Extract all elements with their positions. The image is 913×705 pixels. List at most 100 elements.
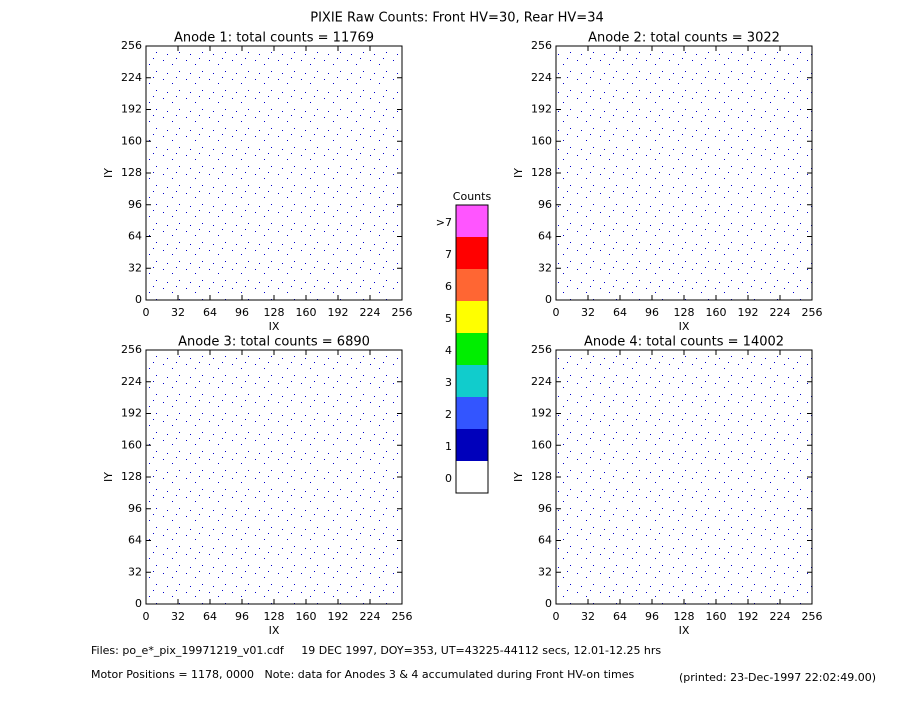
x-tick-label: 32 [171, 306, 185, 319]
x-tick-label: 0 [553, 610, 560, 623]
x-tick-label: 128 [264, 306, 285, 319]
x-tick-label: 0 [553, 306, 560, 319]
colorbar-label: 0 [445, 472, 452, 485]
y-tick-label: 224 [531, 375, 552, 388]
y-tick-label: 256 [121, 39, 142, 52]
x-tick-label: 64 [203, 306, 217, 319]
y-tick-label: 0 [545, 293, 552, 306]
x-tick-label: 192 [738, 610, 759, 623]
x-tick-label: 96 [235, 306, 249, 319]
colorbar-swatch [456, 461, 488, 493]
x-tick-label: 160 [706, 306, 727, 319]
y-tick-label: 32 [128, 565, 142, 578]
colorbar-swatch [456, 301, 488, 333]
colorbar-swatch [456, 429, 488, 461]
colorbar-label: 4 [445, 344, 452, 357]
x-axis-label: IX [269, 320, 280, 333]
colorbar-label: 5 [445, 312, 452, 325]
colorbar-label: 6 [445, 280, 452, 293]
panel-title: Anode 2: total counts = 3022 [588, 31, 780, 46]
y-tick-label: 224 [121, 375, 142, 388]
x-tick-label: 128 [674, 610, 695, 623]
x-tick-label: 32 [171, 610, 185, 623]
x-tick-label: 96 [235, 610, 249, 623]
motor-note: Motor Positions = 1178, 0000 Note: data … [91, 668, 634, 681]
y-tick-label: 256 [531, 343, 552, 356]
y-tick-label: 192 [121, 407, 142, 420]
count-texture [146, 350, 402, 604]
x-tick-label: 0 [143, 306, 150, 319]
y-tick-label: 64 [538, 534, 552, 547]
y-tick-label: 160 [531, 134, 552, 147]
x-tick-label: 160 [296, 610, 317, 623]
y-tick-label: 224 [531, 71, 552, 84]
x-axis-label: IX [679, 320, 690, 333]
x-axis-label: IX [269, 624, 280, 637]
y-tick-label: 256 [531, 39, 552, 52]
panel-title: Anode 1: total counts = 11769 [174, 31, 374, 46]
y-tick-label: 32 [538, 261, 552, 274]
y-tick-label: 128 [121, 166, 142, 179]
x-axis-label: IX [679, 624, 690, 637]
x-tick-label: 32 [581, 610, 595, 623]
y-tick-label: 160 [531, 438, 552, 451]
x-tick-label: 192 [328, 306, 349, 319]
x-tick-label: 224 [360, 306, 381, 319]
y-tick-label: 192 [531, 103, 552, 116]
y-tick-label: 256 [121, 343, 142, 356]
y-axis-label: IY [102, 168, 115, 178]
y-tick-label: 96 [128, 198, 142, 211]
colorbar-swatch [456, 237, 488, 269]
x-tick-label: 192 [738, 306, 759, 319]
printed-note: (printed: 23-Dec-1997 22:02:49.00) [679, 671, 876, 684]
x-tick-label: 128 [264, 610, 285, 623]
y-tick-label: 0 [545, 597, 552, 610]
count-texture [146, 46, 402, 300]
y-tick-label: 32 [538, 565, 552, 578]
x-tick-label: 96 [645, 306, 659, 319]
x-tick-label: 128 [674, 306, 695, 319]
y-tick-label: 96 [128, 502, 142, 515]
y-axis-label: IY [512, 168, 525, 178]
x-tick-label: 256 [392, 610, 413, 623]
colorbar-title: Counts [453, 190, 492, 203]
colorbar-swatch [456, 269, 488, 301]
colorbar-swatch [456, 397, 488, 429]
y-tick-label: 64 [128, 230, 142, 243]
count-texture [556, 350, 812, 604]
colorbar-label: 1 [445, 440, 452, 453]
panel-title: Anode 4: total counts = 14002 [584, 335, 784, 350]
colorbar-swatch [456, 365, 488, 397]
y-tick-label: 0 [135, 293, 142, 306]
x-tick-label: 64 [613, 306, 627, 319]
x-tick-label: 160 [296, 306, 317, 319]
colorbar-label: >7 [436, 216, 452, 229]
count-texture [556, 46, 812, 300]
y-tick-label: 128 [121, 470, 142, 483]
colorbar-swatch [456, 333, 488, 365]
y-tick-label: 224 [121, 71, 142, 84]
x-tick-label: 160 [706, 610, 727, 623]
y-tick-label: 160 [121, 134, 142, 147]
colorbar-frame [455, 204, 489, 494]
y-tick-label: 0 [135, 597, 142, 610]
y-tick-label: 128 [531, 470, 552, 483]
y-tick-label: 160 [121, 438, 142, 451]
colorbar-label: 7 [445, 248, 452, 261]
x-tick-label: 256 [802, 610, 823, 623]
y-tick-label: 64 [128, 534, 142, 547]
y-tick-label: 32 [128, 261, 142, 274]
colorbar-label: 2 [445, 408, 452, 421]
y-axis-label: IY [512, 472, 525, 482]
y-tick-label: 96 [538, 502, 552, 515]
x-tick-label: 32 [581, 306, 595, 319]
y-axis-label: IY [102, 472, 115, 482]
y-tick-label: 192 [531, 407, 552, 420]
x-tick-label: 256 [802, 306, 823, 319]
files-note: Files: po_e*_pix_19971219_v01.cdf 19 DEC… [91, 644, 661, 657]
colorbar-swatch [456, 205, 488, 237]
page-title: PIXIE Raw Counts: Front HV=30, Rear HV=3… [310, 11, 604, 26]
x-tick-label: 224 [770, 610, 791, 623]
y-tick-label: 64 [538, 230, 552, 243]
